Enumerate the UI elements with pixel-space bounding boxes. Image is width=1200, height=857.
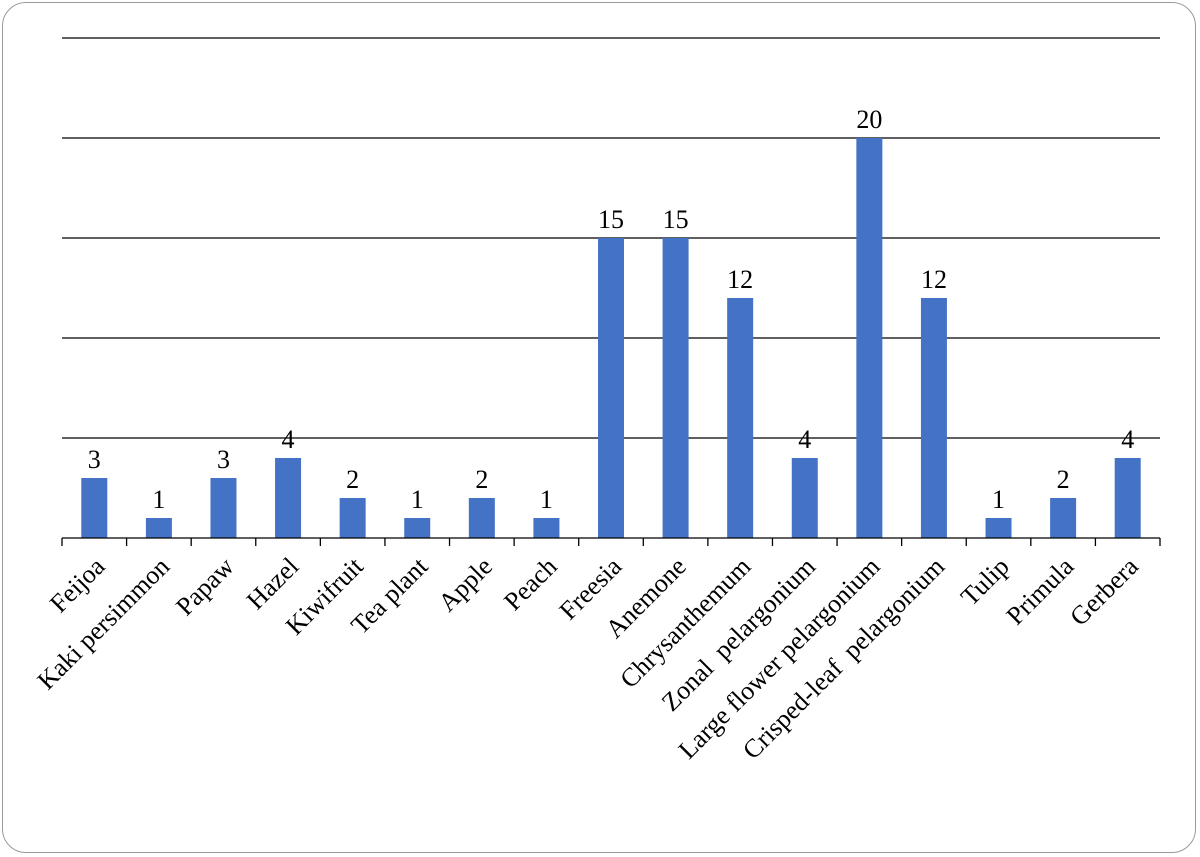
bar: [727, 298, 754, 538]
data-label: 2: [346, 465, 359, 494]
bar: [404, 518, 431, 538]
category-label: Apple: [433, 552, 498, 617]
bar: [1114, 458, 1141, 538]
bar: [210, 478, 237, 538]
data-label: 15: [663, 205, 689, 234]
bar: [985, 518, 1012, 538]
data-label: 12: [921, 265, 947, 294]
bar: [339, 498, 366, 538]
bar: [275, 458, 302, 538]
category-label: Papaw: [170, 552, 240, 622]
bar: [791, 458, 818, 538]
data-label: 2: [475, 465, 488, 494]
data-label: 4: [1121, 425, 1134, 454]
data-label: 3: [88, 445, 101, 474]
data-label: 1: [152, 485, 165, 514]
data-label: 4: [282, 425, 295, 454]
category-label: Peach: [498, 552, 562, 616]
category-label: Primula: [1001, 551, 1080, 630]
bar: [81, 478, 108, 538]
category-label: Gerbera: [1064, 551, 1144, 631]
bar: [662, 238, 689, 538]
data-label: 12: [727, 265, 753, 294]
data-label: 15: [598, 205, 624, 234]
bar: [856, 138, 883, 538]
data-label: 1: [992, 485, 1005, 514]
bar: [1050, 498, 1077, 538]
x-axis: [61, 537, 1161, 546]
data-label: 3: [217, 445, 230, 474]
bar: [920, 298, 947, 538]
bar: [533, 518, 560, 538]
data-label: 1: [540, 485, 553, 514]
bar: [145, 518, 172, 538]
data-label: 1: [411, 485, 424, 514]
category-label: Tulip: [955, 552, 1015, 612]
bar: [598, 238, 624, 538]
data-label: 4: [798, 425, 811, 454]
data-label: 20: [856, 105, 882, 134]
bar: [468, 498, 495, 538]
bars: [81, 138, 1141, 538]
data-label: 2: [1057, 465, 1070, 494]
